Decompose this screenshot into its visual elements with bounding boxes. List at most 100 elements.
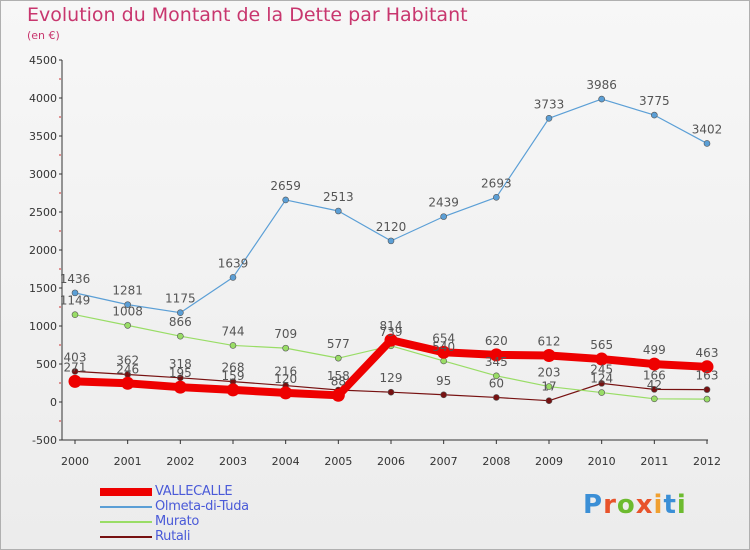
data-point bbox=[387, 237, 395, 245]
data-label: 166 bbox=[643, 368, 666, 382]
logo-letter: i bbox=[676, 490, 687, 520]
proxiti-logo: Proxiti bbox=[583, 490, 687, 520]
data-label: 158 bbox=[327, 369, 350, 383]
y-tick-label: 4000 bbox=[29, 92, 57, 105]
data-label: 1281 bbox=[112, 284, 143, 298]
y-tick-label: -500 bbox=[32, 434, 57, 447]
data-label: 2659 bbox=[270, 179, 301, 193]
x-tick-label: 2001 bbox=[114, 455, 142, 468]
data-label: 1149 bbox=[60, 294, 91, 308]
y-tick-label: 0 bbox=[50, 396, 57, 409]
data-point bbox=[229, 274, 237, 281]
data-label: 362 bbox=[116, 353, 139, 367]
data-point bbox=[598, 389, 605, 396]
data-label: 163 bbox=[696, 369, 719, 383]
data-point bbox=[598, 95, 605, 103]
x-tick-label: 2004 bbox=[272, 455, 300, 468]
data-point bbox=[440, 357, 447, 365]
data-point bbox=[173, 380, 187, 394]
data-label: 814 bbox=[380, 319, 403, 333]
y-tick-label: 3000 bbox=[29, 168, 57, 181]
legend-swatch bbox=[100, 520, 152, 523]
data-point bbox=[335, 354, 342, 362]
x-tick-label: 2008 bbox=[482, 455, 510, 468]
data-label: 3733 bbox=[534, 97, 565, 111]
data-point bbox=[651, 386, 658, 393]
data-point bbox=[651, 395, 658, 403]
data-point bbox=[229, 342, 237, 349]
data-point bbox=[387, 388, 395, 396]
data-point bbox=[71, 289, 79, 297]
x-tick-label: 2011 bbox=[640, 455, 668, 468]
data-label: 565 bbox=[590, 338, 613, 352]
data-point bbox=[703, 386, 711, 393]
data-point bbox=[545, 114, 553, 122]
x-tick-label: 2000 bbox=[61, 455, 89, 468]
y-tick-label: 500 bbox=[36, 358, 57, 371]
data-label: 120 bbox=[274, 372, 297, 386]
data-label: 2120 bbox=[376, 220, 407, 234]
data-label: 60 bbox=[489, 376, 504, 390]
data-point bbox=[335, 207, 342, 215]
data-point bbox=[489, 348, 503, 362]
data-label: 245 bbox=[590, 362, 613, 376]
legend-label: Murato bbox=[155, 514, 200, 529]
data-point bbox=[493, 394, 500, 401]
data-point bbox=[71, 311, 79, 318]
data-point bbox=[647, 357, 661, 371]
data-point bbox=[545, 397, 553, 405]
data-point bbox=[279, 386, 293, 400]
data-label: 654 bbox=[432, 331, 455, 345]
y-tick-label: 2000 bbox=[29, 244, 57, 257]
data-label: 612 bbox=[538, 334, 561, 348]
data-label: 95 bbox=[436, 374, 451, 388]
data-label: 403 bbox=[64, 350, 87, 364]
data-point bbox=[651, 111, 658, 119]
data-point bbox=[493, 194, 500, 201]
x-tick-label: 2003 bbox=[219, 455, 247, 468]
chart-subtitle: (en €) bbox=[27, 29, 60, 42]
legend-label: Rutali bbox=[155, 529, 191, 544]
x-tick-label: 2010 bbox=[588, 455, 616, 468]
logo-letter: x bbox=[635, 490, 654, 520]
y-tick-label: 2500 bbox=[29, 206, 57, 219]
data-label: 1008 bbox=[112, 304, 143, 318]
data-label: 709 bbox=[274, 327, 297, 341]
data-label: 463 bbox=[696, 346, 719, 360]
data-point bbox=[384, 333, 398, 347]
data-label: 216 bbox=[274, 365, 297, 379]
data-label: 2439 bbox=[428, 196, 459, 210]
legend-item: Murato bbox=[100, 514, 300, 529]
data-label: 159 bbox=[222, 369, 245, 383]
data-label: 1639 bbox=[218, 256, 249, 270]
logo-letter: o bbox=[616, 490, 636, 520]
y-tick-label: 1000 bbox=[29, 320, 57, 333]
legend-label: Olmeta-di-Tuda bbox=[155, 499, 249, 514]
data-label: 540 bbox=[432, 340, 455, 354]
legend-label: VALLECALLE bbox=[155, 484, 233, 499]
data-point bbox=[545, 383, 553, 390]
data-label: 88 bbox=[331, 374, 346, 388]
data-point bbox=[177, 309, 184, 317]
data-label: 3986 bbox=[586, 78, 617, 92]
y-tick-label: 1500 bbox=[29, 282, 57, 295]
logo-letter: r bbox=[603, 490, 617, 520]
data-label: 1436 bbox=[60, 272, 91, 286]
data-point bbox=[493, 372, 500, 380]
legend-item: Rutali bbox=[100, 529, 300, 544]
data-label: 268 bbox=[222, 361, 245, 375]
data-point bbox=[282, 196, 289, 204]
data-label: 246 bbox=[116, 362, 139, 376]
data-point bbox=[703, 140, 711, 147]
data-label: 17 bbox=[541, 380, 556, 394]
data-point bbox=[282, 344, 289, 352]
data-label: 2693 bbox=[481, 176, 512, 190]
data-point bbox=[124, 322, 131, 329]
chart-legend: VALLECALLE Olmeta-di-Tuda Murato Rutali bbox=[100, 484, 300, 544]
data-label: 271 bbox=[64, 360, 87, 374]
logo-letter: P bbox=[583, 490, 604, 520]
data-point bbox=[331, 388, 345, 402]
data-point bbox=[703, 395, 711, 403]
data-label: 866 bbox=[169, 315, 192, 329]
